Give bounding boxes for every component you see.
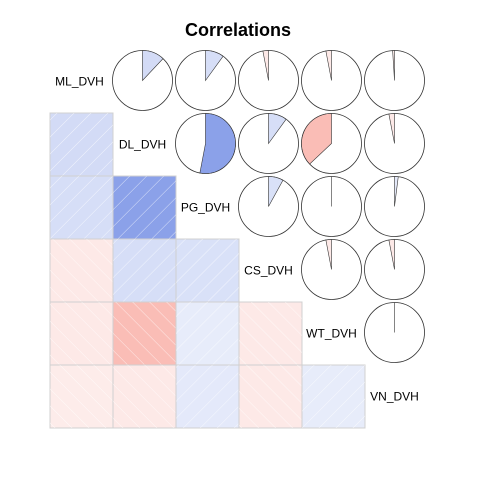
correlogram-cells: ML_DVH DL_DVH PG_DVH CS_DVH WT_DVH VN_DVH xyxy=(49,50,425,429)
shade-hatch xyxy=(302,365,365,428)
shade-hatch xyxy=(176,302,239,365)
shade-hatch xyxy=(113,302,176,365)
pie-wedge-ml-dvh-wt-dvh xyxy=(325,50,332,81)
shade-hatch xyxy=(113,365,176,428)
diagonal-label-cs-dvh: CS_DVH xyxy=(244,264,293,278)
pie-wedge-dl-dvh-cs-dvh xyxy=(268,113,287,145)
pie-wedge-dl-dvh-wt-dvh xyxy=(301,113,332,165)
shade-hatch xyxy=(176,239,239,302)
shade-hatch xyxy=(50,365,113,428)
diagonal-label-pg-dvh: PG_DVH xyxy=(181,201,230,215)
shade-hatch xyxy=(113,239,176,302)
shade-hatch xyxy=(50,176,113,239)
pie-wedge-ml-dvh-cs-dvh xyxy=(262,50,269,81)
shade-hatch xyxy=(50,302,113,365)
shade-hatch xyxy=(176,365,239,428)
pie-wedge-ml-dvh-dl-dvh xyxy=(142,50,164,82)
pie-wedge-pg-dvh-cs-dvh xyxy=(268,176,284,207)
pie-wedge-cs-dvh-wt-dvh xyxy=(325,239,332,270)
pie-wedge-dl-dvh-pg-dvh xyxy=(199,113,236,174)
diagonal-label-vn-dvh: VN_DVH xyxy=(370,390,419,404)
pie-wedge-dl-dvh-vn-dvh xyxy=(388,113,395,144)
diagonal-label-ml-dvh: ML_DVH xyxy=(55,75,104,89)
diagonal-label-dl-dvh: DL_DVH xyxy=(119,138,166,152)
pie-wedge-ml-dvh-vn-dvh xyxy=(392,50,395,81)
pie-wedge-cs-dvh-vn-dvh xyxy=(388,239,395,270)
pie-wedge-pg-dvh-vn-dvh xyxy=(394,176,399,207)
shade-hatch xyxy=(239,365,302,428)
chart-title: Correlations xyxy=(185,20,291,40)
shade-hatch xyxy=(239,302,302,365)
pie-wedge-ml-dvh-pg-dvh xyxy=(205,50,224,82)
shade-hatch xyxy=(50,113,113,176)
shade-hatch xyxy=(50,239,113,302)
diagonal-label-wt-dvh: WT_DVH xyxy=(306,327,357,341)
shade-hatch xyxy=(113,176,176,239)
